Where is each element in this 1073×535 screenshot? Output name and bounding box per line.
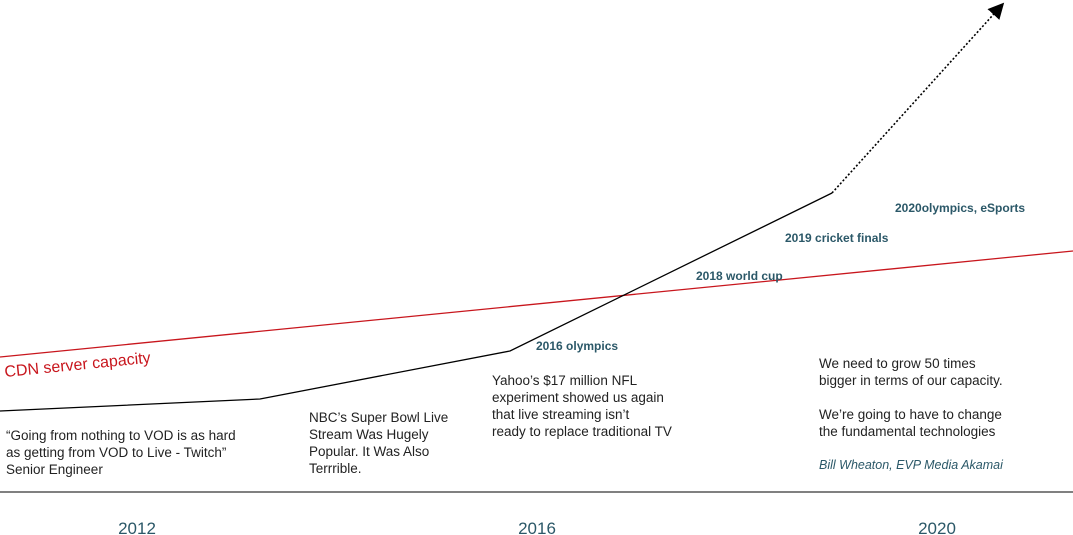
event-label: 2018 world cup	[696, 269, 783, 283]
note-line: bigger in terms of our capacity.	[819, 373, 1003, 388]
note-line: “Going from nothing to VOD is as hard	[6, 428, 236, 443]
note-author: Bill Wheaton, EVP Media Akamai	[819, 458, 1004, 472]
demand-line	[0, 192, 833, 412]
note-line: Senior Engineer	[6, 462, 103, 477]
note-line: the fundamental technologies	[819, 424, 996, 439]
note-line: We need to grow 50 times	[819, 356, 976, 371]
year-label: 2020	[918, 519, 956, 535]
year-label: 2016	[518, 519, 556, 535]
note-line: as getting from VOD to Live - Twitch”	[6, 445, 226, 460]
note-line: Yahoo’s $17 million NFL	[492, 373, 638, 388]
notes: “Going from nothing to VOD is as hard as …	[6, 356, 1004, 477]
event-label: 2019 cricket finals	[785, 231, 889, 245]
event-label: 2016 olympics	[536, 339, 618, 353]
capacity-line	[0, 250, 1073, 358]
note-line: that live streaming isn’t	[492, 407, 630, 422]
note-line: Terrrible.	[309, 461, 362, 476]
note-line: NBC’s Super Bowl Live	[309, 410, 448, 425]
event-label: 2020olympics, eSports	[895, 201, 1025, 215]
note-line: Stream Was Hugely	[309, 427, 429, 442]
note-line: We’re going to have to change	[819, 407, 1002, 422]
projection-arrow	[831, 2, 1005, 194]
note-line: Popular. It Was Also	[309, 444, 429, 459]
note-line: ready to replace traditional TV	[492, 424, 672, 439]
note-line: experiment showed us again	[492, 390, 664, 405]
year-label: 2012	[118, 519, 156, 535]
